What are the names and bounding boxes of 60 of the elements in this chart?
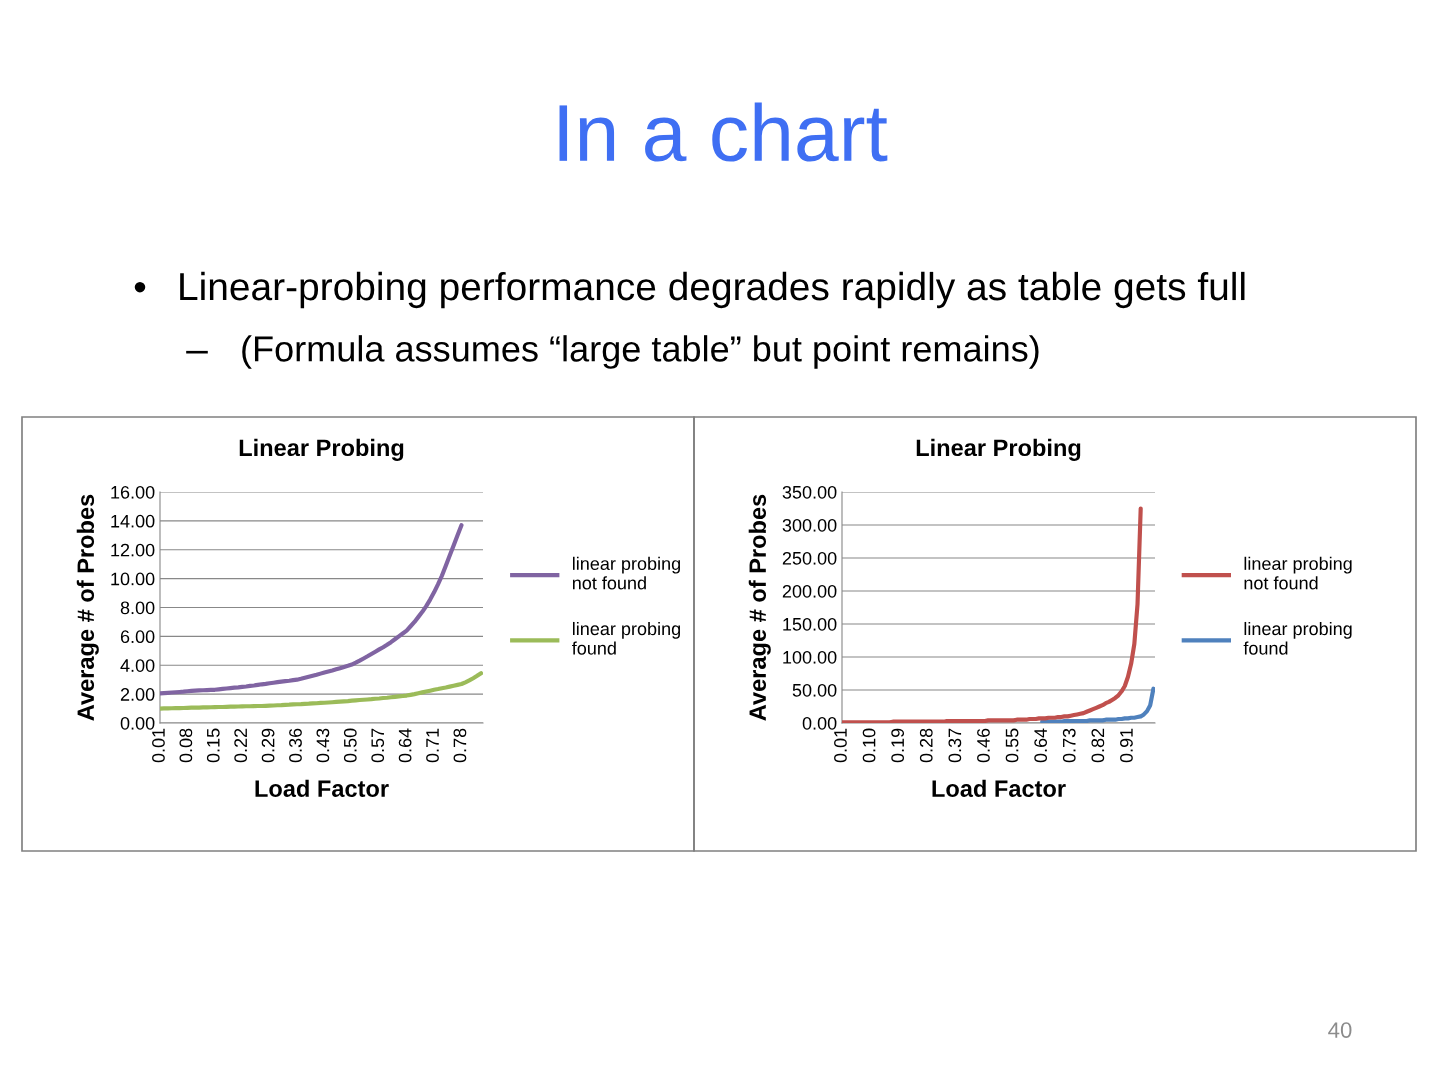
x-tick-label: 0.64 bbox=[398, 728, 412, 763]
text: – bbox=[186, 350, 208, 354]
x-tick-label: 0.29 bbox=[261, 728, 275, 763]
x-tick-label: 0.37 bbox=[948, 728, 962, 763]
x-axis-title: Load Factor bbox=[255, 779, 389, 798]
line-series bbox=[842, 506, 1143, 723]
x-tick-label: 0.71 bbox=[426, 728, 439, 763]
x-axis-title: Load Factor bbox=[932, 779, 1066, 798]
x-tick-label: 0.73 bbox=[1062, 728, 1076, 763]
y-tick-label: 0.00 bbox=[120, 716, 155, 730]
y-axis-title: Average # of Probes bbox=[748, 494, 771, 721]
y-tick-label: 250.00 bbox=[782, 551, 837, 565]
y-tick-label: 4.00 bbox=[120, 659, 155, 672]
x-tick-label: 0.22 bbox=[234, 728, 248, 763]
text: 40 bbox=[1328, 1022, 1352, 1038]
y-axis-title: Average # of Probes bbox=[76, 494, 99, 721]
y-tick-label: 10.00 bbox=[111, 572, 155, 586]
x-tick-label: 0.91 bbox=[1120, 728, 1133, 763]
y-tick-label: 16.00 bbox=[111, 485, 155, 499]
legend-label: linear probing not found bbox=[1244, 556, 1352, 590]
y-tick-label: 50.00 bbox=[792, 683, 837, 697]
y-tick-label: 350.00 bbox=[782, 485, 837, 499]
x-tick-label: 0.57 bbox=[371, 728, 385, 763]
x-tick-label: 0.15 bbox=[206, 728, 220, 763]
x-tick-label: 0.50 bbox=[343, 728, 357, 763]
x-tick-label: 0.10 bbox=[862, 728, 876, 763]
x-tick-label: 0.46 bbox=[977, 728, 990, 763]
text: Linear-probing performance degrades rapidly as table gets full bbox=[180, 271, 1245, 309]
y-tick-label: 6.00 bbox=[120, 630, 155, 644]
x-tick-label: 0.43 bbox=[316, 728, 330, 763]
x-tick-label: 0.55 bbox=[1005, 728, 1019, 763]
legend-label: linear probing found bbox=[572, 621, 680, 655]
text: (Formula assumes “large table” but point remains) bbox=[242, 335, 1039, 369]
line-series bbox=[160, 523, 464, 696]
y-tick-label: 14.00 bbox=[111, 514, 155, 528]
chart-title: Linear Probing bbox=[916, 438, 1081, 461]
y-tick-label: 8.00 bbox=[120, 601, 155, 615]
x-tick-label: 0.01 bbox=[834, 728, 847, 763]
x-tick-label: 0.64 bbox=[1034, 728, 1048, 763]
legend-label: linear probing not found bbox=[572, 556, 680, 590]
text: • bbox=[134, 281, 146, 293]
y-tick-label: 200.00 bbox=[782, 584, 837, 598]
x-tick-label: 0.82 bbox=[1091, 728, 1105, 763]
chart-title: Linear Probing bbox=[239, 438, 404, 461]
y-tick-label: 150.00 bbox=[783, 617, 837, 631]
x-tick-label: 0.01 bbox=[152, 728, 165, 763]
legend-label: linear probing found bbox=[1243, 621, 1352, 655]
y-tick-label: 2.00 bbox=[120, 688, 155, 701]
x-tick-label: 0.08 bbox=[179, 728, 193, 763]
y-tick-label: 300.00 bbox=[782, 518, 837, 532]
line-series bbox=[1040, 686, 1155, 723]
y-tick-label: 0.00 bbox=[802, 716, 837, 730]
x-tick-label: 0.19 bbox=[891, 728, 905, 763]
y-tick-label: 100.00 bbox=[783, 650, 837, 664]
text: In a chart bbox=[559, 102, 888, 162]
line-series bbox=[160, 671, 483, 711]
x-tick-label: 0.78 bbox=[453, 728, 467, 763]
x-tick-label: 0.28 bbox=[919, 728, 933, 763]
x-tick-label: 0.36 bbox=[289, 728, 302, 763]
y-tick-label: 12.00 bbox=[111, 543, 155, 557]
